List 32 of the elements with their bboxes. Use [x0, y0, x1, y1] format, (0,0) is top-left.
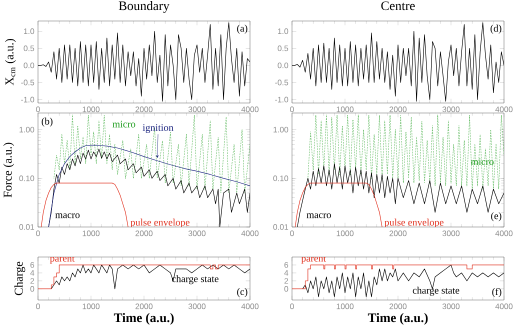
series-label: charge state — [172, 275, 218, 284]
line-series — [302, 264, 504, 298]
series-label: parent — [50, 256, 75, 264]
series-label: pulse envelope — [130, 218, 190, 228]
line-series — [40, 182, 128, 227]
y-axis-title: Charge — [14, 262, 26, 296]
series-label: pulse envelope — [384, 218, 444, 228]
annotation: (c) — [237, 288, 248, 298]
annotation: (f) — [492, 288, 502, 298]
series-label: macro — [306, 213, 331, 218]
series-label: macro — [55, 213, 80, 218]
series-label: micro — [112, 120, 136, 128]
series-label: charge state — [412, 286, 460, 296]
line-series — [292, 22, 504, 102]
y-axis-title: Force (a.u.) — [3, 142, 14, 198]
line-series — [38, 22, 250, 102]
line-series — [308, 114, 504, 190]
annotation: (e) — [491, 212, 502, 222]
x-axis-title: Time (a.u.) — [114, 313, 174, 325]
annotation: (d) — [490, 24, 502, 34]
line-series — [54, 114, 250, 194]
annotation: (b) — [42, 118, 52, 127]
annotation: (a) — [237, 24, 248, 34]
text: ignition — [142, 124, 174, 134]
x-axis-title: Time (a.u.) — [368, 313, 428, 325]
line-series — [297, 163, 504, 227]
chart-title: Centre — [381, 1, 415, 10]
line-series — [294, 182, 382, 227]
series-label: micro — [470, 158, 494, 166]
y-axis-title: X$_{cm}$ (a.u.) — [5, 38, 16, 86]
series-label: parent — [301, 256, 326, 264]
chart-title: Boundary — [118, 1, 170, 13]
